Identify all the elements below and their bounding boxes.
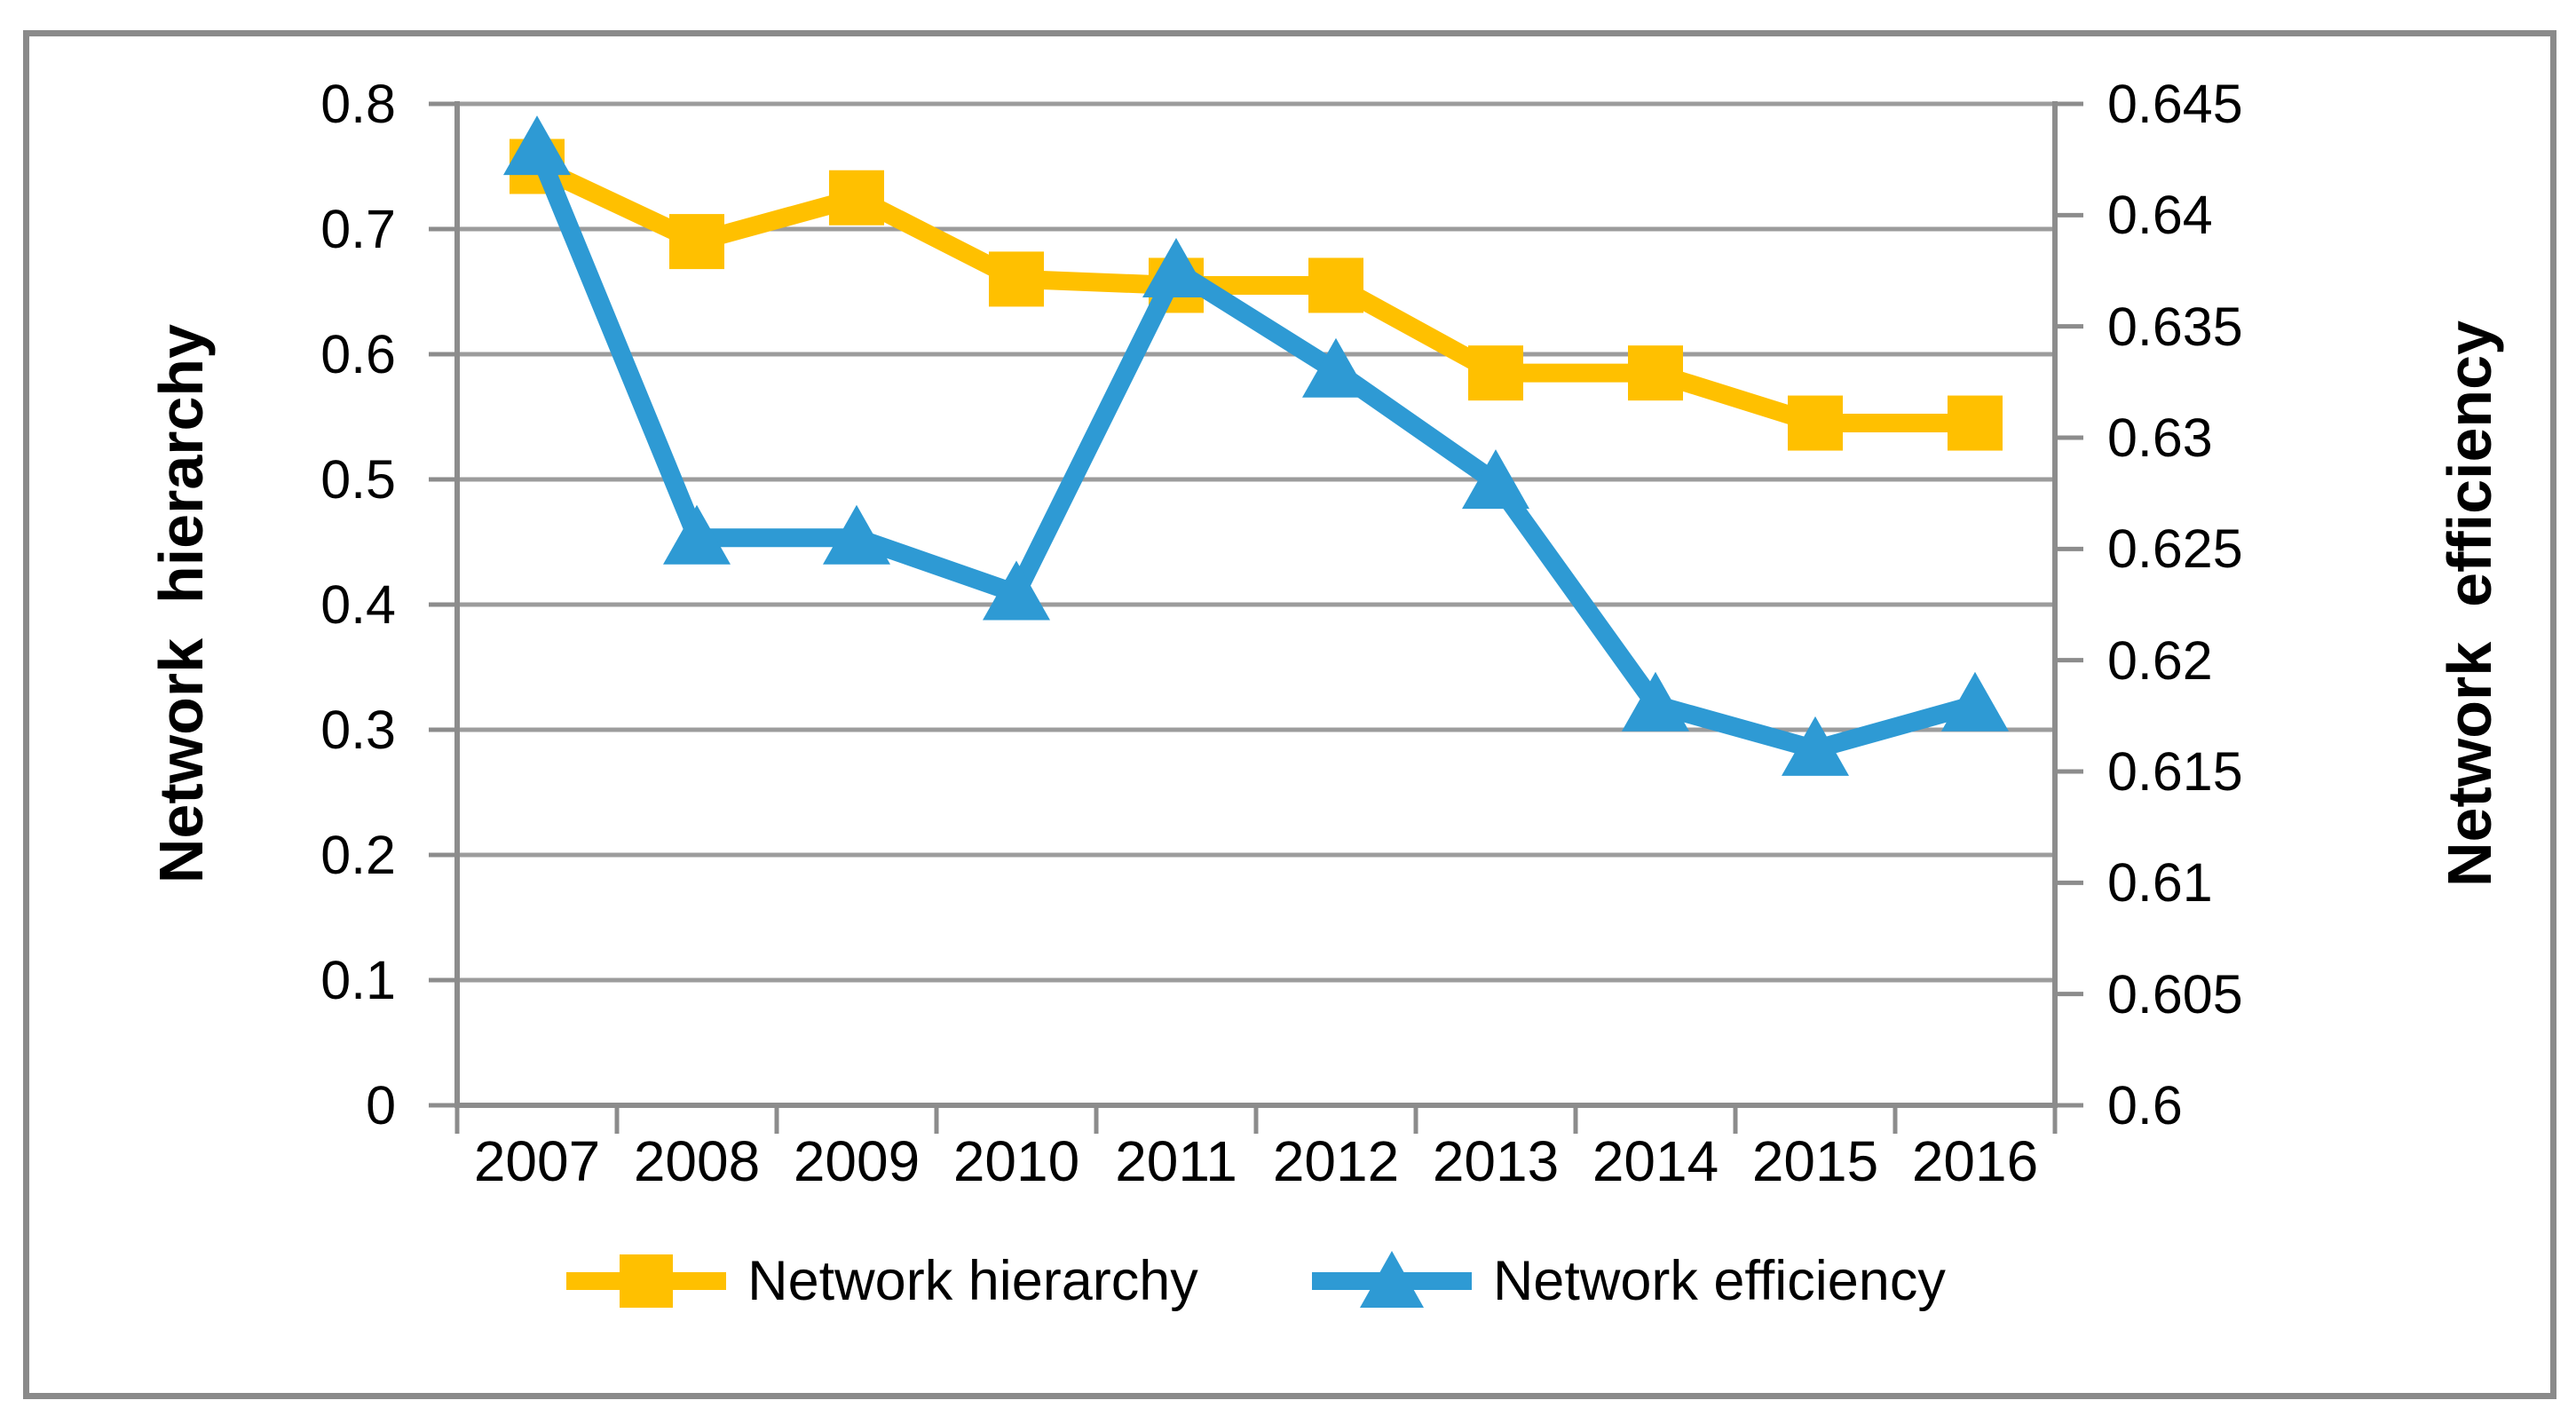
series-line-square xyxy=(533,157,1975,433)
marker-triangle-2012 xyxy=(1302,337,1370,398)
x-tick-label: 2009 xyxy=(793,1129,921,1193)
right-tick-label: 0.625 xyxy=(2107,518,2243,579)
right-tick-label: 0.61 xyxy=(2107,852,2213,913)
legend-item-hierarchy: Network hierarchy xyxy=(566,1246,1198,1317)
right-tick-label: 0.62 xyxy=(2107,630,2213,691)
marker-triangle-2014 xyxy=(1622,671,1689,732)
x-tick-label: 2016 xyxy=(1911,1129,2039,1193)
marker-triangle-2016 xyxy=(1941,671,2009,732)
x-tick-label: 2012 xyxy=(1272,1129,1400,1193)
left-tick-label: 0.6 xyxy=(320,324,396,384)
marker-triangle-2013 xyxy=(1462,449,1529,510)
marker-triangle-2010 xyxy=(983,560,1050,621)
right-tick-label: 0.615 xyxy=(2107,741,2243,802)
left-tick-label: 0.3 xyxy=(320,700,396,760)
x-tick-label: 2013 xyxy=(1432,1129,1560,1193)
x-tick-label: 2008 xyxy=(633,1129,761,1193)
right-tick-label: 0.63 xyxy=(2107,407,2213,468)
left-tick-label: 0.1 xyxy=(320,950,396,1010)
marker-triangle-2015 xyxy=(1782,716,1849,776)
marker-square-2008 xyxy=(669,214,724,270)
left-tick-label: 0.5 xyxy=(320,449,396,510)
marker-square-2014 xyxy=(1628,345,1683,401)
marker-square-2012 xyxy=(1308,257,1363,313)
legend-item-efficiency: Network efficiency xyxy=(1311,1246,1946,1317)
legend-square-marker-icon xyxy=(566,1254,727,1308)
marker-square-2013 xyxy=(1468,345,1523,401)
left-tick-label: 0.8 xyxy=(320,74,396,134)
right-tick-label: 0.645 xyxy=(2107,74,2243,134)
x-tick-label: 2014 xyxy=(1592,1129,1719,1193)
series-line-triangle xyxy=(528,145,1978,759)
marker-triangle-2008 xyxy=(663,504,731,565)
marker-square-2016 xyxy=(1948,395,2003,451)
x-tick-label: 2007 xyxy=(473,1129,601,1193)
left-tick-label: 0 xyxy=(366,1075,396,1135)
left-tick-label: 0.7 xyxy=(320,199,396,259)
x-tick-label: 2015 xyxy=(1751,1129,1879,1193)
x-tick-label: 2010 xyxy=(952,1129,1080,1193)
right-tick-label: 0.6 xyxy=(2107,1075,2183,1135)
left-axis-title: Network hierarchy xyxy=(146,323,216,884)
marker-square-2015 xyxy=(1788,395,1843,451)
legend-label-hierarchy: Network hierarchy xyxy=(747,1250,1198,1312)
left-tick-label: 0.4 xyxy=(320,574,396,635)
left-tick-label: 0.2 xyxy=(320,825,396,885)
right-tick-label: 0.605 xyxy=(2107,964,2243,1024)
marker-triangle-2009 xyxy=(823,504,890,565)
right-axis-title: Network efficiency xyxy=(2435,320,2504,887)
chart-frame-border xyxy=(23,30,2556,1399)
legend-triangle-marker-icon xyxy=(1311,1251,1472,1308)
right-tick-label: 0.635 xyxy=(2107,297,2243,357)
marker-square-2009 xyxy=(829,170,884,225)
x-tick-label: 2011 xyxy=(1115,1129,1237,1193)
marker-square-2010 xyxy=(989,251,1044,307)
marker-triangle-2011 xyxy=(1142,238,1210,297)
marker-triangle-2007 xyxy=(503,115,571,176)
legend: Network hierarchy Network efficiency xyxy=(457,1232,2055,1330)
right-tick-label: 0.64 xyxy=(2107,185,2213,245)
legend-label-efficiency: Network efficiency xyxy=(1492,1250,1946,1312)
